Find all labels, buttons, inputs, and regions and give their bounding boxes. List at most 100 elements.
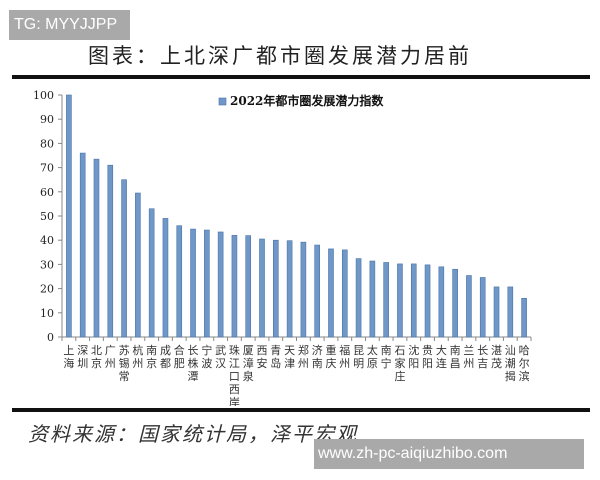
x-tick-label: 南 [312,357,323,370]
bar [176,225,183,338]
y-tick-label: 100 [33,89,54,102]
y-tick-label: 30 [40,258,54,271]
bar [369,260,376,338]
legend-label: 2022年都市圈发展潜力指数 [230,93,384,108]
bar [424,264,431,338]
x-tick-label: 青 [270,344,281,357]
x-tick-label: 滨 [519,369,530,383]
bar [452,268,458,338]
bar [148,208,155,338]
x-tick-label: 泉 [243,369,254,383]
x-tick-label: 庄 [394,369,405,383]
x-tick-label: 兰 [463,344,474,357]
x-tick-label: 重 [325,343,336,357]
x-tick-label: 原 [367,357,378,370]
y-tick-label: 80 [40,137,54,150]
x-tick-label: 波 [201,357,212,370]
bar [493,286,500,338]
x-tick-label: 杭 [132,343,143,357]
bar [162,218,169,338]
bar [135,192,141,338]
x-tick-label: 广 [105,344,116,357]
x-tick-label: 长 [477,344,488,357]
x-tick-label: 石 [394,344,405,357]
x-tick-label: 潭 [188,370,199,383]
x-tick-label: 西 [229,383,240,396]
x-tick-label: 成 [160,344,171,357]
x-tick-label: 州 [463,357,474,370]
x-tick-label: 尔 [519,357,530,370]
y-tick-label: 70 [40,162,54,175]
bar [231,235,238,338]
bottom-divider [12,408,590,412]
x-tick-label: 上 [63,344,74,357]
watermark-top: TG: MYYJJPP [9,10,130,40]
chart-canvas: 0102030405060708090100上海深圳北京广州苏锡常杭州南京成都合… [33,89,532,409]
x-tick-label: 西 [257,344,268,357]
x-tick-label: 州 [339,357,350,370]
bar [341,249,348,338]
y-tick-label: 10 [40,307,54,320]
x-tick-label: 漳 [243,356,254,370]
bar [245,235,252,338]
bar [328,248,334,338]
x-tick-label: 海 [63,356,74,370]
x-tick-label: 连 [436,357,447,370]
x-tick-label: 揭 [505,369,516,383]
x-tick-label: 常 [119,370,130,383]
x-tick-label: 南 [381,344,392,357]
x-tick-label: 郑 [298,343,309,357]
bar [397,263,403,338]
x-tick-label: 圳 [77,357,88,370]
bar [217,231,224,338]
x-tick-label: 昌 [450,357,461,370]
bar [204,229,210,338]
bar [273,239,279,338]
bar [410,263,417,338]
bar [507,286,514,338]
x-tick-label: 武 [215,344,226,357]
y-tick-label: 0 [47,331,54,344]
source-note: 资料来源：国家统计局，泽平宏观 [28,422,358,446]
x-tick-label: 安 [257,356,268,370]
bar [383,262,389,338]
bar [286,240,293,338]
x-tick-label: 州 [105,357,116,370]
chart-title: 图表：上北深广都市圈发展潜力居前 [88,44,472,68]
x-tick-label: 株 [188,356,199,370]
bar [355,258,362,338]
x-tick-label: 京 [146,356,157,370]
x-tick-label: 厦 [243,344,254,357]
x-tick-label: 州 [298,357,309,370]
y-tick-label: 40 [40,234,54,247]
x-tick-label: 湛 [491,344,502,357]
x-tick-label: 南 [146,344,157,357]
watermark-bottom: www.zh-pc-aiqiuzhibo.com [314,439,584,469]
x-tick-label: 南 [450,344,461,357]
x-tick-label: 锡 [119,356,130,370]
x-tick-label: 汉 [215,357,226,370]
bar [300,241,307,338]
x-tick-label: 潮 [505,356,516,370]
y-tick-label: 20 [40,283,54,296]
x-tick-label: 岛 [270,356,281,370]
x-tick-label: 贵 [422,344,433,357]
x-tick-label: 庆 [325,356,336,370]
x-tick-label: 口 [229,370,240,383]
x-tick-label: 太 [367,344,378,357]
x-tick-label: 家 [394,356,405,370]
bar [121,179,127,338]
x-tick-label: 州 [132,357,143,370]
x-tick-label: 宁 [201,343,212,357]
x-tick-label: 昆 [353,344,364,357]
bar [438,266,445,338]
x-tick-label: 汕 [505,344,516,357]
top-divider [12,75,590,79]
x-tick-label: 江 [229,357,240,370]
bar [479,277,486,338]
bar [107,164,114,338]
y-tick-label: 90 [40,113,54,126]
x-tick-label: 津 [284,357,295,370]
bar [259,238,265,338]
x-tick-label: 茂 [491,356,502,370]
